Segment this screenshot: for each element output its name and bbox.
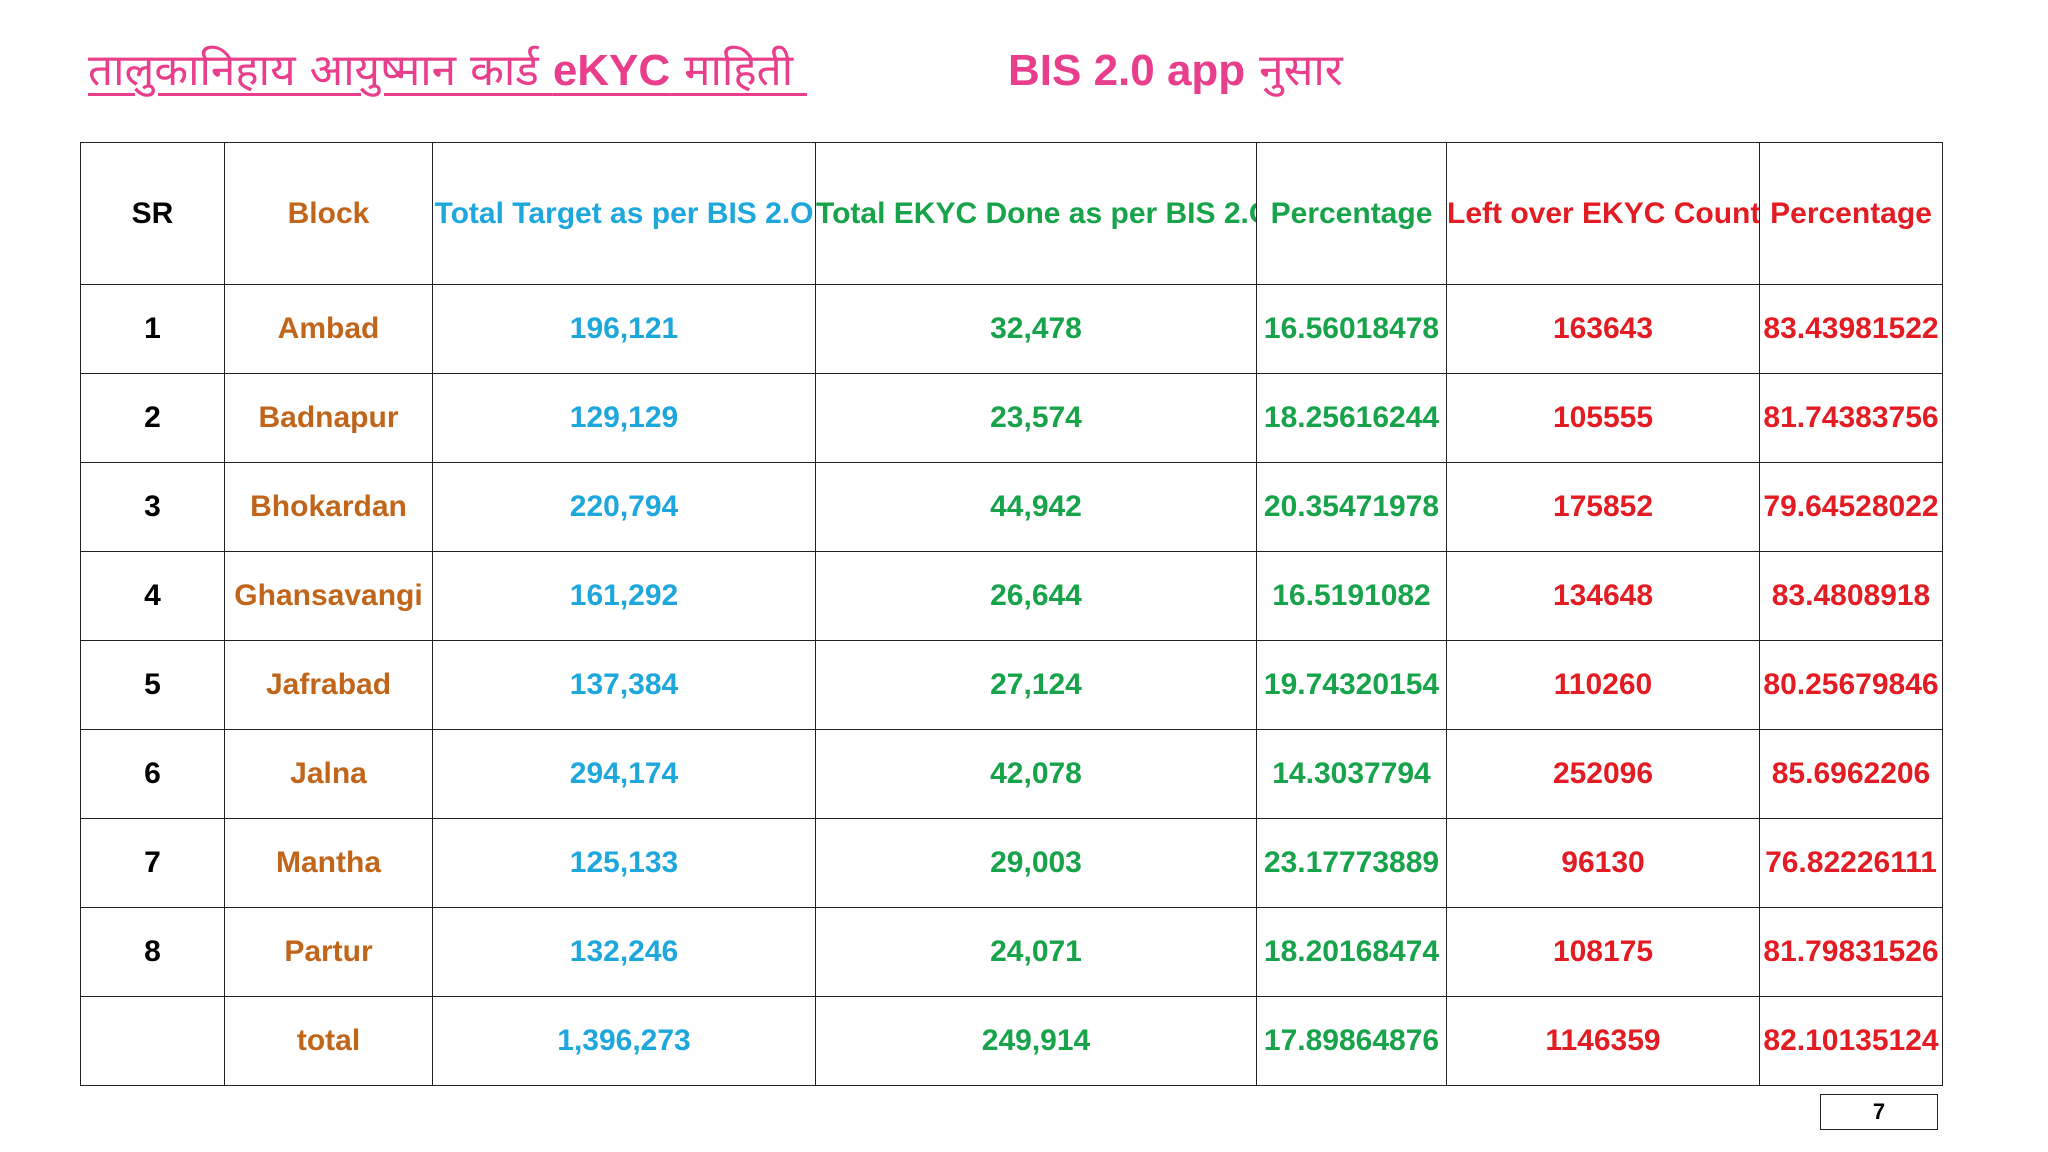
cell-total-ekyc-done: 42,078	[815, 729, 1257, 819]
total-cell-percentage-left: 82.10135124	[1759, 996, 1943, 1086]
title-text-part1: तालुकानिहाय आयुष्मान कार्ड	[88, 45, 553, 96]
cell-sr: 5	[80, 640, 225, 730]
cell-percentage-done: 23.17773889	[1256, 818, 1447, 908]
cell-percentage-left: 80.25679846	[1759, 640, 1943, 730]
cell-total-target: 137,384	[432, 640, 816, 730]
page-title: तालुकानिहाय आयुष्मान कार्ड eKYC माहिती	[88, 38, 807, 98]
table-row: 5 Jafrabad 137,384 27,124 19.74320154 11…	[80, 640, 1943, 730]
table-row: 7 Mantha 125,133 29,003 23.17773889 9613…	[80, 818, 1943, 908]
cell-total-target: 294,174	[432, 729, 816, 819]
cell-percentage-done: 16.56018478	[1256, 284, 1447, 374]
cell-total-ekyc-done: 29,003	[815, 818, 1257, 908]
cell-percentage-left: 76.82226111	[1759, 818, 1943, 908]
header-left-over-count: Left over EKYC Count	[1446, 142, 1760, 285]
subtitle-suffix: नुसार	[1245, 45, 1343, 96]
cell-total-target: 161,292	[432, 551, 816, 641]
cell-block: Partur	[224, 907, 433, 997]
table-row: 2 Badnapur 129,129 23,574 18.25616244 10…	[80, 373, 1943, 463]
cell-total-target: 125,133	[432, 818, 816, 908]
cell-sr: 6	[80, 729, 225, 819]
cell-total-target: 132,246	[432, 907, 816, 997]
cell-left-over-count: 134648	[1446, 551, 1760, 641]
cell-sr: 1	[80, 284, 225, 374]
cell-sr: 2	[80, 373, 225, 463]
total-cell-percentage-done: 17.89864876	[1256, 996, 1447, 1086]
cell-block: Bhokardan	[224, 462, 433, 552]
cell-percentage-left: 83.4808918	[1759, 551, 1943, 641]
total-cell-target: 1,396,273	[432, 996, 816, 1086]
cell-percentage-left: 79.64528022	[1759, 462, 1943, 552]
table-total-row: total 1,396,273 249,914 17.89864876 1146…	[80, 996, 1943, 1086]
cell-percentage-done: 18.20168474	[1256, 907, 1447, 997]
ekyc-report-table: SR Block Total Target as per BIS 2.O Tot…	[80, 142, 1943, 1086]
cell-total-target: 220,794	[432, 462, 816, 552]
cell-total-ekyc-done: 44,942	[815, 462, 1257, 552]
cell-percentage-done: 19.74320154	[1256, 640, 1447, 730]
cell-left-over-count: 96130	[1446, 818, 1760, 908]
cell-block: Jalna	[224, 729, 433, 819]
cell-percentage-done: 16.5191082	[1256, 551, 1447, 641]
table-row: 8 Partur 132,246 24,071 18.20168474 1081…	[80, 907, 1943, 997]
page-subtitle: BIS 2.0 app नुसार	[1008, 38, 1343, 98]
cell-sr: 7	[80, 818, 225, 908]
cell-percentage-left: 81.79831526	[1759, 907, 1943, 997]
cell-total-ekyc-done: 27,124	[815, 640, 1257, 730]
header-percentage-left: Percentage	[1759, 142, 1943, 285]
cell-block: Jafrabad	[224, 640, 433, 730]
cell-total-target: 129,129	[432, 373, 816, 463]
table-row: 1 Ambad 196,121 32,478 16.56018478 16364…	[80, 284, 1943, 374]
cell-left-over-count: 252096	[1446, 729, 1760, 819]
cell-total-ekyc-done: 23,574	[815, 373, 1257, 463]
cell-block: Ghansavangi	[224, 551, 433, 641]
total-cell-ekyc-done: 249,914	[815, 996, 1257, 1086]
cell-percentage-left: 81.74383756	[1759, 373, 1943, 463]
cell-total-ekyc-done: 32,478	[815, 284, 1257, 374]
cell-percentage-done: 18.25616244	[1256, 373, 1447, 463]
cell-sr: 8	[80, 907, 225, 997]
table-row: 6 Jalna 294,174 42,078 14.3037794 252096…	[80, 729, 1943, 819]
cell-left-over-count: 110260	[1446, 640, 1760, 730]
cell-percentage-done: 14.3037794	[1256, 729, 1447, 819]
cell-percentage-left: 85.6962206	[1759, 729, 1943, 819]
header-block: Block	[224, 142, 433, 285]
cell-left-over-count: 108175	[1446, 907, 1760, 997]
total-cell-sr	[80, 996, 225, 1086]
title-text-part2: माहिती	[670, 45, 808, 96]
cell-total-target: 196,121	[432, 284, 816, 374]
cell-percentage-done: 20.35471978	[1256, 462, 1447, 552]
subtitle-app-name: BIS 2.0 app	[1008, 46, 1246, 95]
total-cell-left-over-count: 1146359	[1446, 996, 1760, 1086]
cell-left-over-count: 163643	[1446, 284, 1760, 374]
total-cell-block: total	[224, 996, 433, 1086]
title-ekyc: eKYC	[552, 46, 671, 95]
header-sr: SR	[80, 142, 225, 285]
header-percentage-done: Percentage	[1256, 142, 1447, 285]
page-number: 7	[1820, 1094, 1938, 1130]
cell-sr: 4	[80, 551, 225, 641]
table-row: 3 Bhokardan 220,794 44,942 20.35471978 1…	[80, 462, 1943, 552]
header-total-ekyc-done: Total EKYC Done as per BIS 2.O	[815, 142, 1257, 285]
header-total-target: Total Target as per BIS 2.O	[432, 142, 816, 285]
cell-block: Ambad	[224, 284, 433, 374]
cell-sr: 3	[80, 462, 225, 552]
cell-block: Mantha	[224, 818, 433, 908]
table-header-row: SR Block Total Target as per BIS 2.O Tot…	[80, 142, 1943, 285]
cell-left-over-count: 105555	[1446, 373, 1760, 463]
cell-total-ekyc-done: 26,644	[815, 551, 1257, 641]
cell-total-ekyc-done: 24,071	[815, 907, 1257, 997]
cell-block: Badnapur	[224, 373, 433, 463]
cell-percentage-left: 83.43981522	[1759, 284, 1943, 374]
table-row: 4 Ghansavangi 161,292 26,644 16.5191082 …	[80, 551, 1943, 641]
cell-left-over-count: 175852	[1446, 462, 1760, 552]
